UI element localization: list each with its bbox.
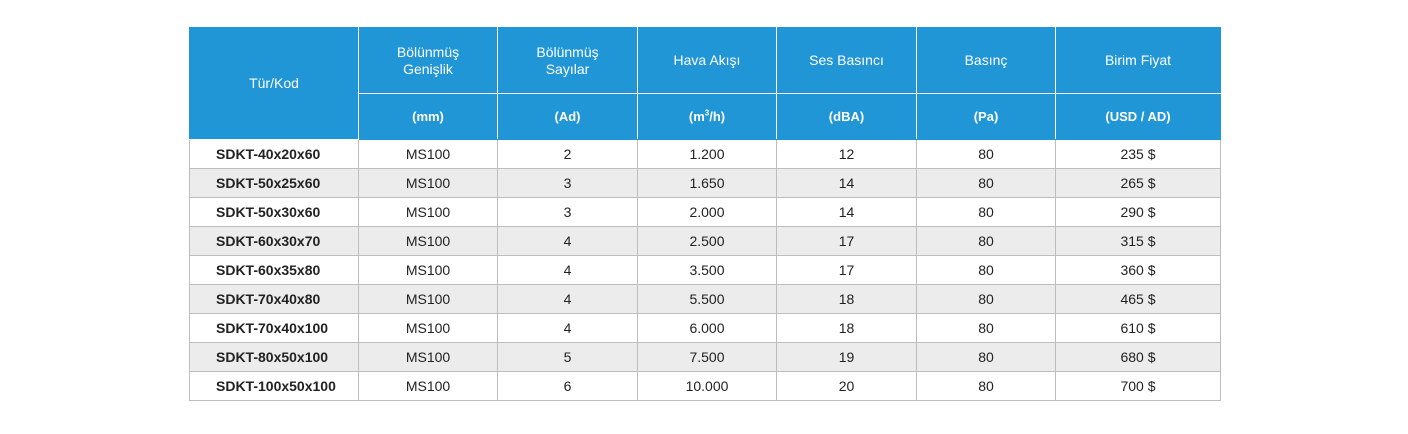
cell-count: 3 <box>497 168 638 198</box>
header-row-units: (mm) (Ad) (m3/h) (dBA) (Pa) (USD / AD) <box>190 93 1221 140</box>
cell-pressure: 80 <box>916 284 1056 314</box>
cell-airflow: 6.000 <box>637 313 777 343</box>
cell-count: 6 <box>497 371 638 401</box>
table-row: SDKT-70x40x80 MS100 4 5.500 18 80 465 $ <box>189 284 1221 314</box>
unit-pressure: (Pa) <box>916 93 1056 140</box>
cell-pressure: 80 <box>916 255 1056 285</box>
table-row: SDKT-60x30x70 MS100 4 2.500 17 80 315 $ <box>189 226 1221 256</box>
cell-width: MS100 <box>358 139 498 169</box>
cell-airflow: 2.500 <box>637 226 777 256</box>
header-split-count-line1: Bölünmüş <box>536 43 599 60</box>
cell-width: MS100 <box>358 342 498 372</box>
cell-code: SDKT-60x35x80 <box>189 255 359 285</box>
table-body: SDKT-40x20x60 MS100 2 1.200 12 80 235 $ … <box>189 139 1221 401</box>
cell-count: 4 <box>497 284 638 314</box>
cell-airflow: 1.200 <box>637 139 777 169</box>
table-header: Tür/Kod Bölünmüş Genişlik Bölünmüş Sayıl… <box>189 27 1221 140</box>
cell-sound: 12 <box>776 139 917 169</box>
table-row: SDKT-60x35x80 MS100 4 3.500 17 80 360 $ <box>189 255 1221 285</box>
cell-airflow: 2.000 <box>637 197 777 227</box>
table-row: SDKT-50x30x60 MS100 3 2.000 14 80 290 $ <box>189 197 1221 227</box>
unit-split-width: (mm) <box>358 93 498 140</box>
cell-width: MS100 <box>358 226 498 256</box>
cell-price: 680 $ <box>1055 342 1221 372</box>
cell-price: 700 $ <box>1055 371 1221 401</box>
header-split-count-line2: Sayılar <box>545 60 590 77</box>
cell-price: 265 $ <box>1055 168 1221 198</box>
cell-code: SDKT-70x40x80 <box>189 284 359 314</box>
cell-sound: 18 <box>776 284 917 314</box>
cell-airflow: 3.500 <box>637 255 777 285</box>
unit-split-count: (Ad) <box>497 93 638 140</box>
cell-code: SDKT-100x50x100 <box>189 371 359 401</box>
cell-pressure: 80 <box>916 197 1056 227</box>
cell-width: MS100 <box>358 168 498 198</box>
cell-price: 360 $ <box>1055 255 1221 285</box>
table-row: SDKT-50x25x60 MS100 3 1.650 14 80 265 $ <box>189 168 1221 198</box>
table-row: SDKT-80x50x100 MS100 5 7.500 19 80 680 $ <box>189 342 1221 372</box>
cell-count: 4 <box>497 255 638 285</box>
unit-unit-price: (USD / AD) <box>1055 93 1221 140</box>
header-airflow: Hava Akışı <box>637 27 777 94</box>
cell-airflow: 5.500 <box>637 284 777 314</box>
cell-count: 4 <box>497 313 638 343</box>
cell-count: 5 <box>497 342 638 372</box>
cell-width: MS100 <box>358 255 498 285</box>
cell-pressure: 80 <box>916 168 1056 198</box>
cell-width: MS100 <box>358 313 498 343</box>
header-split-width-line1: Bölünmüş <box>396 43 460 60</box>
unit-airflow-suffix: /h) <box>709 109 726 124</box>
header-unit-price: Birim Fiyat <box>1055 27 1221 94</box>
cell-code: SDKT-50x25x60 <box>189 168 359 198</box>
cell-code: SDKT-40x20x60 <box>189 139 359 169</box>
cell-airflow: 7.500 <box>637 342 777 372</box>
cell-width: MS100 <box>358 284 498 314</box>
cell-sound: 14 <box>776 197 917 227</box>
unit-airflow: (m3/h) <box>637 93 777 140</box>
cell-sound: 19 <box>776 342 917 372</box>
cell-code: SDKT-50x30x60 <box>189 197 359 227</box>
cell-sound: 20 <box>776 371 917 401</box>
unit-airflow-prefix: (m <box>688 109 705 124</box>
cell-price: 315 $ <box>1055 226 1221 256</box>
cell-airflow: 10.000 <box>637 371 777 401</box>
cell-sound: 14 <box>776 168 917 198</box>
cell-price: 290 $ <box>1055 197 1221 227</box>
cell-price: 610 $ <box>1055 313 1221 343</box>
unit-airflow-sup: 3 <box>704 108 710 118</box>
table-row: SDKT-40x20x60 MS100 2 1.200 12 80 235 $ <box>189 139 1221 169</box>
cell-pressure: 80 <box>916 371 1056 401</box>
header-split-width-line2: Genişlik <box>403 60 453 77</box>
cell-airflow: 1.650 <box>637 168 777 198</box>
cell-width: MS100 <box>358 197 498 227</box>
table-row: SDKT-100x50x100 MS100 6 10.000 20 80 700… <box>189 371 1221 401</box>
unit-sound-pressure: (dBA) <box>776 93 917 140</box>
cell-code: SDKT-80x50x100 <box>189 342 359 372</box>
cell-price: 465 $ <box>1055 284 1221 314</box>
cell-pressure: 80 <box>916 226 1056 256</box>
header-split-count: Bölünmüş Sayılar <box>497 27 638 94</box>
cell-sound: 17 <box>776 226 917 256</box>
cell-price: 235 $ <box>1055 139 1221 169</box>
header-type-code: Tür/Kod <box>189 27 359 140</box>
cell-sound: 17 <box>776 255 917 285</box>
cell-count: 3 <box>497 197 638 227</box>
header-split-width: Bölünmüş Genişlik <box>358 27 498 94</box>
header-row-labels: Tür/Kod Bölünmüş Genişlik Bölünmüş Sayıl… <box>189 27 1221 140</box>
cell-pressure: 80 <box>916 342 1056 372</box>
cell-count: 2 <box>497 139 638 169</box>
header-sound-pressure: Ses Basıncı <box>776 27 917 94</box>
cell-width: MS100 <box>358 371 498 401</box>
header-pressure: Basınç <box>916 27 1056 94</box>
cell-code: SDKT-70x40x100 <box>189 313 359 343</box>
cell-pressure: 80 <box>916 313 1056 343</box>
table-row: SDKT-70x40x100 MS100 4 6.000 18 80 610 $ <box>189 313 1221 343</box>
price-table: Tür/Kod Bölünmüş Genişlik Bölünmüş Sayıl… <box>189 27 1221 401</box>
cell-count: 4 <box>497 226 638 256</box>
cell-code: SDKT-60x30x70 <box>189 226 359 256</box>
cell-pressure: 80 <box>916 139 1056 169</box>
cell-sound: 18 <box>776 313 917 343</box>
